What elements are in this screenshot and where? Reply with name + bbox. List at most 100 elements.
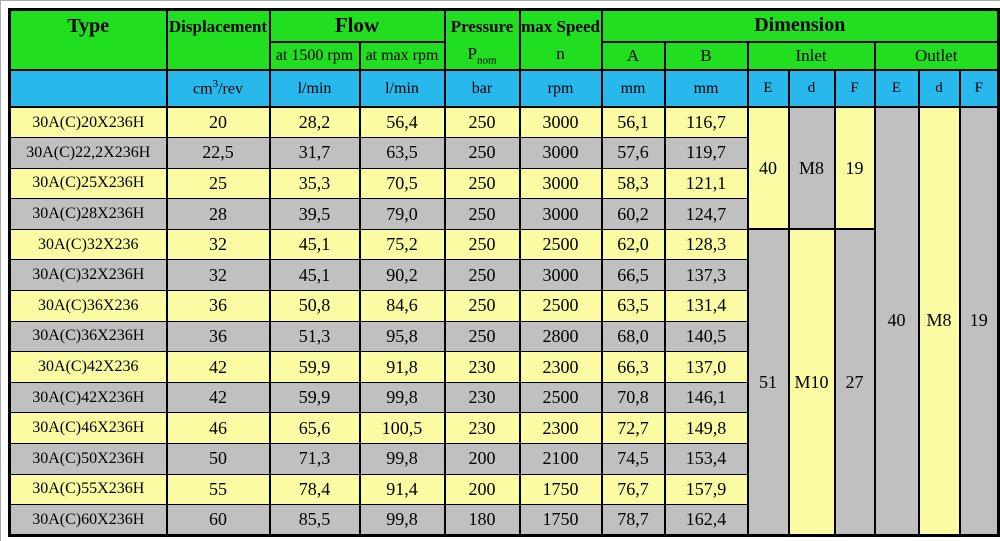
spec-row: 30A(C)25X236H 25 35,3 70,5 250 3000 58,3…	[8, 167, 999, 200]
cell-type: 30A(C)50X236H	[8, 443, 168, 475]
spec-row: 30A(C)28X236H 28 39,5 79,0 250 3000 60,2…	[8, 198, 999, 230]
cell-displacement: 36	[165, 320, 271, 353]
unit-dim-b: mm	[663, 69, 749, 108]
col-header-pressure: Pressure Pnom	[443, 8, 521, 71]
col-header-displacement: Displacement	[165, 8, 271, 71]
spec-row: 30A(C)55X236H 55 78,4 91,4 200 1750 76,7…	[8, 473, 999, 506]
col-header-dimension: Dimension	[600, 8, 1000, 43]
spec-row: 30A(C)42X236H 42 59,9 99,8 230 2500 70,8…	[8, 381, 999, 414]
cell-flow-1500: 35,3	[268, 167, 361, 200]
cell-type: 30A(C)20X236H	[8, 106, 168, 139]
cell-displacement: 55	[165, 473, 271, 506]
cell-dim-a: 66,3	[600, 351, 666, 383]
unit-type-empty	[8, 69, 168, 108]
cell-pressure: 200	[443, 473, 521, 506]
cell-flow-max: 100,5	[358, 412, 446, 445]
unit-outlet-e: E	[873, 69, 920, 108]
unit-flow-1500: l/min	[268, 69, 361, 108]
cell-speed: 3000	[518, 167, 603, 200]
cell-type: 30A(C)32X236H	[8, 259, 168, 292]
unit-flow-max: l/min	[358, 69, 446, 108]
cell-inlet-large-d: M10	[787, 228, 836, 537]
cell-flow-max: 84,6	[358, 290, 446, 322]
spec-row: 30A(C)60X236H 60 85,5 99,8 180 1750 78,7…	[8, 504, 999, 536]
spec-row: 30A(C)36X236H 36 51,3 95,8 250 2800 68,0…	[8, 320, 999, 353]
cell-flow-max: 91,8	[358, 351, 446, 383]
cell-flow-1500: 45,1	[268, 259, 361, 292]
cell-dim-b: 128,3	[663, 228, 749, 261]
cell-displacement: 20	[165, 106, 271, 139]
cell-pressure: 250	[443, 228, 521, 261]
pressure-symbol: Pnom	[467, 44, 497, 67]
col-header-max-speed: max Speed n	[518, 8, 603, 71]
cell-outlet-d: M8	[917, 105, 961, 537]
col-header-dim-b: B	[663, 40, 749, 72]
col-header-flow-max: at max rpm	[358, 40, 446, 72]
cell-dim-b: 153,4	[663, 443, 749, 475]
cell-displacement: 28	[165, 198, 271, 230]
cell-flow-max: 99,8	[358, 381, 446, 414]
cell-dim-a: 56,1	[600, 106, 666, 139]
max-speed-label: max Speed	[521, 17, 600, 36]
cell-speed: 2300	[518, 412, 603, 445]
cell-dim-b: 121,1	[663, 167, 749, 200]
spec-row: 30A(C)42X236 42 59,9 91,8 230 2300 66,3 …	[8, 351, 999, 383]
cell-pressure: 250	[443, 167, 521, 200]
cell-type: 30A(C)36X236	[8, 290, 168, 322]
cell-displacement: 32	[165, 228, 271, 261]
cell-flow-1500: 71,3	[268, 443, 361, 475]
cell-flow-max: 79,0	[358, 198, 446, 230]
cell-type: 30A(C)28X236H	[8, 198, 168, 230]
cell-flow-1500: 45,1	[268, 228, 361, 261]
cell-dim-a: 62,0	[600, 228, 666, 261]
cell-dim-b: 119,7	[663, 137, 749, 169]
cell-type: 30A(C)42X236H	[8, 381, 168, 414]
spec-row: 30A(C)32X236 32 45,1 75,2 250 2500 62,0 …	[8, 228, 999, 537]
col-header-outlet: Outlet	[873, 40, 1000, 72]
unit-displacement: cm3/rev	[165, 69, 271, 108]
cell-outlet-e: 40	[873, 105, 920, 537]
cell-flow-max: 95,8	[358, 320, 446, 353]
cell-flow-max: 56,4	[358, 106, 446, 139]
cell-outlet-f: 19	[958, 105, 1000, 537]
spec-row: 30A(C)36X236 36 50,8 84,6 250 2500 63,5 …	[8, 290, 999, 322]
cell-dim-b: 137,3	[663, 259, 749, 292]
cell-dim-a: 63,5	[600, 290, 666, 322]
cell-pressure: 230	[443, 381, 521, 414]
cell-displacement: 60	[165, 504, 271, 536]
cell-displacement: 32	[165, 259, 271, 292]
cell-dim-a: 58,3	[600, 167, 666, 200]
cell-speed: 3000	[518, 259, 603, 292]
table-body: 30A(C)20X236H 20 28,2 56,4 250 3000 56,1…	[8, 105, 1000, 537]
cell-flow-1500: 39,5	[268, 198, 361, 230]
cell-speed: 1750	[518, 504, 603, 536]
cell-dim-a: 57,6	[600, 137, 666, 169]
cell-dim-b: 162,4	[663, 504, 749, 536]
cell-pressure: 180	[443, 504, 521, 536]
cell-inlet-small-f: 19	[833, 105, 876, 231]
cell-speed: 3000	[518, 106, 603, 139]
cell-dim-a: 76,7	[600, 473, 666, 506]
cell-flow-max: 99,8	[358, 443, 446, 475]
cell-type: 30A(C)32X236	[8, 228, 168, 261]
cell-speed: 2500	[518, 381, 603, 414]
page-left-edge-line	[0, 0, 1, 541]
page-top-edge-line	[0, 0, 1000, 1]
cell-dim-a: 72,7	[600, 412, 666, 445]
spec-row: 30A(C)20X236H 20 28,2 56,4 250 3000 56,1…	[8, 105, 1000, 537]
cell-inlet-large-f: 27	[833, 228, 876, 537]
pump-spec-table: Type Displacement Flow Pressure Pnom max…	[8, 8, 1000, 537]
cell-dim-a: 78,7	[600, 504, 666, 536]
cell-inlet-large-e: 51	[746, 228, 790, 537]
cell-flow-1500: 51,3	[268, 320, 361, 353]
unit-inlet-e: E	[746, 69, 790, 108]
unit-dim-a: mm	[600, 69, 666, 108]
cell-speed: 3000	[518, 137, 603, 169]
cell-flow-max: 70,5	[358, 167, 446, 200]
cell-flow-max: 99,8	[358, 504, 446, 536]
cell-flow-1500: 85,5	[268, 504, 361, 536]
cell-dim-b: 157,9	[663, 473, 749, 506]
cell-pressure: 250	[443, 320, 521, 353]
spec-row: 30A(C)50X236H 50 71,3 99,8 200 2100 74,5…	[8, 443, 999, 475]
cell-flow-max: 91,4	[358, 473, 446, 506]
